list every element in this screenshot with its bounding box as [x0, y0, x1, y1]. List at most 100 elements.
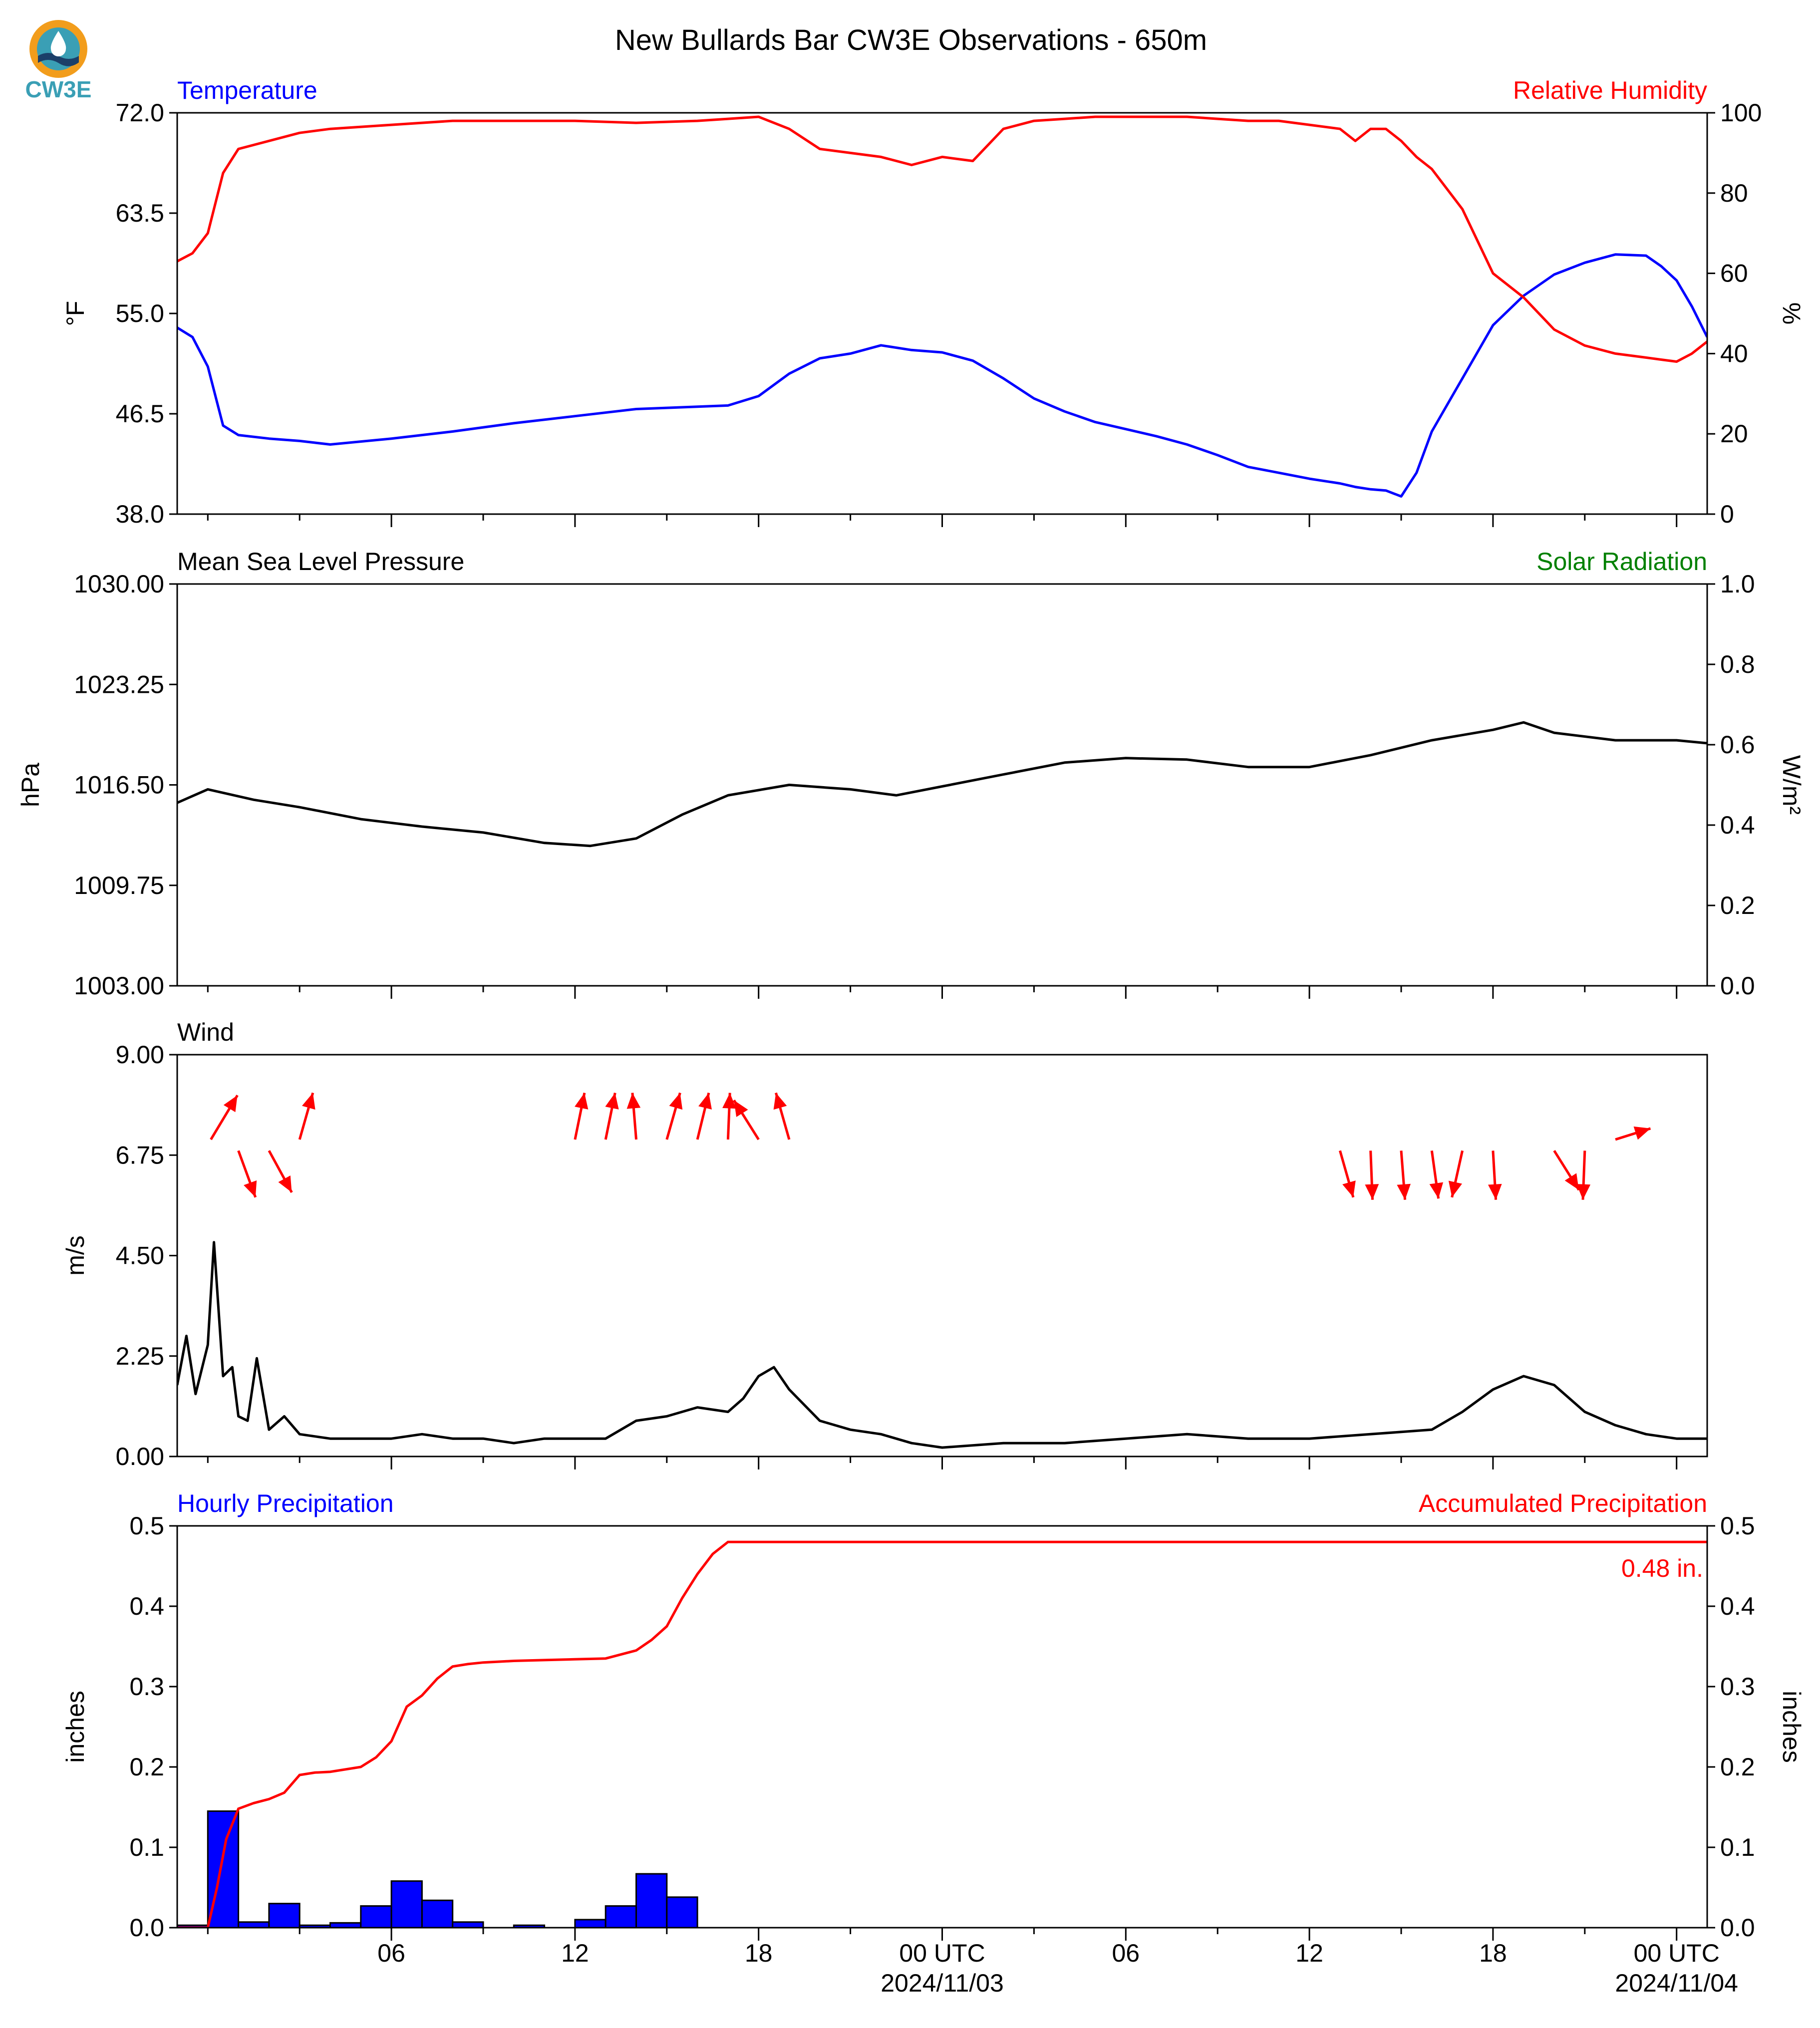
- wind-arrow-head: [722, 1093, 736, 1109]
- logo-label: CW3E: [25, 76, 92, 102]
- y2-tick-label: 0: [1720, 500, 1734, 528]
- y-tick-label: 1030.00: [74, 570, 164, 598]
- panel-data: [177, 721, 1707, 848]
- y-tick-label: 0.1: [129, 1833, 164, 1861]
- logo-wave: [38, 53, 79, 66]
- y2-tick-label: 0.2: [1720, 891, 1755, 919]
- y2-tick-label: 0.2: [1720, 1753, 1755, 1781]
- y-tick-label: 72.0: [116, 99, 164, 127]
- panel-pressure-solar: Mean Sea Level Pressure Solar Radiation 10…: [16, 548, 1806, 1000]
- precip-bar: [238, 1921, 270, 1928]
- wind-arrow-head: [223, 1095, 238, 1113]
- x-tick-label: 00 UTC: [1634, 1939, 1720, 1967]
- panel-frame: [176, 1054, 1708, 1457]
- y-tick-label: 0.2: [129, 1753, 164, 1781]
- panel-frame: [176, 583, 1708, 987]
- y2-tick-label: 0.3: [1720, 1673, 1755, 1701]
- wind-arrow-head: [1488, 1183, 1502, 1200]
- wind-arrow-head: [669, 1093, 683, 1110]
- precip-bar: [360, 1905, 392, 1928]
- y-axis-label: inches: [61, 1691, 89, 1763]
- series-line-wind-speed: [177, 1241, 1707, 1449]
- panel-right-title: Solar Radiation: [1536, 548, 1707, 576]
- x-tick-label: 12: [1295, 1939, 1323, 1967]
- y2-tick-label: 0.4: [1720, 1592, 1755, 1620]
- panel-left-title: Hourly Precipitation: [177, 1489, 394, 1517]
- y2-tick-label: 40: [1720, 339, 1748, 367]
- wind-arrow-head: [1576, 1184, 1591, 1200]
- precip-bar: [268, 1903, 301, 1928]
- series-line-temperature: [177, 253, 1707, 498]
- chart-panels: Temperature Relative Humidity 72.0 63.5 55.0…: [16, 76, 1806, 1997]
- y2-tick-label: 0.4: [1720, 811, 1755, 839]
- panel-left-title: Mean Sea Level Pressure: [177, 548, 464, 576]
- y2-tick-label: 0.1: [1720, 1833, 1755, 1861]
- precip-bar: [666, 1896, 698, 1928]
- wind-arrow-head: [626, 1093, 641, 1109]
- y-tick-label: 0.5: [129, 1512, 164, 1540]
- y2-tick-label: 20: [1720, 420, 1748, 448]
- x-tick-label: 06: [377, 1939, 405, 1967]
- panel-precipitation: Hourly Precipitation Accumulated Precipit…: [61, 1489, 1806, 1942]
- y2-tick-label: 0.0: [1720, 1914, 1755, 1942]
- precip-bar: [390, 1880, 423, 1928]
- wind-arrow-head: [575, 1093, 589, 1110]
- y2-axis-label: %: [1778, 302, 1806, 324]
- y-tick-label: 0.00: [116, 1443, 164, 1470]
- y-tick-label: 46.5: [116, 400, 164, 428]
- y2-tick-label: 100: [1720, 99, 1762, 127]
- x-tick-label: 12: [561, 1939, 589, 1967]
- y-axis-label: m/s: [61, 1235, 89, 1276]
- chart-title: New Bullards Bar CW3E Observations - 650…: [615, 24, 1207, 56]
- wind-arrow-head: [1365, 1184, 1379, 1200]
- precip-bar: [452, 1921, 484, 1928]
- y-tick-label: 0.4: [129, 1592, 164, 1620]
- y-tick-label: 63.5: [116, 199, 164, 227]
- y-tick-label: 1009.75: [74, 871, 164, 899]
- wind-arrow-head: [1564, 1173, 1579, 1190]
- panel-right-title: Relative Humidity: [1513, 76, 1707, 104]
- x-tick-label: 18: [1479, 1939, 1507, 1967]
- x-tick-date-label: 2024/11/04: [1615, 1969, 1738, 1997]
- wind-arrow-head: [773, 1093, 787, 1110]
- accumulated-annotation: 0.48 in.: [1621, 1554, 1703, 1582]
- y-tick-label: 0.3: [129, 1673, 164, 1701]
- y2-axis-label: inches: [1778, 1691, 1806, 1763]
- panel-frame: [176, 112, 1708, 515]
- accumulated-precip-line: [177, 1540, 1707, 1928]
- y2-tick-label: 0.8: [1720, 650, 1755, 678]
- panel-frame: [176, 1525, 1708, 1929]
- y2-tick-label: 0.0: [1720, 972, 1755, 1000]
- wind-arrow-head: [605, 1093, 619, 1110]
- x-tick-date-label: 2024/11/03: [881, 1969, 1004, 1997]
- y2-axis-label: W/m²: [1778, 755, 1806, 815]
- y2-tick-label: 60: [1720, 260, 1748, 288]
- panel-temperature-humidity: Temperature Relative Humidity 72.0 63.5 55.0…: [61, 76, 1806, 528]
- y-tick-label: 9.00: [116, 1041, 164, 1069]
- wind-arrow-head: [302, 1093, 315, 1110]
- wind-arrow-head: [1448, 1180, 1462, 1197]
- wind-arrow-head: [1429, 1182, 1444, 1199]
- x-tick-label: 00 UTC: [899, 1939, 985, 1967]
- y-tick-label: 6.75: [116, 1141, 164, 1169]
- y2-tick-label: 80: [1720, 179, 1748, 207]
- panel-left-title: Temperature: [177, 76, 317, 104]
- y-tick-label: 2.25: [116, 1342, 164, 1370]
- y-tick-label: 1023.25: [74, 670, 164, 698]
- wind-arrow-head: [734, 1100, 748, 1117]
- panel-left-title: Wind: [177, 1018, 234, 1046]
- y-tick-label: 55.0: [116, 299, 164, 327]
- precip-bar: [421, 1899, 454, 1928]
- x-tick-label: 06: [1112, 1939, 1140, 1967]
- y-tick-label: 1003.00: [74, 972, 164, 1000]
- panel-data: [177, 115, 1707, 498]
- logo-drop-icon: [50, 31, 66, 56]
- precip-bar: [605, 1905, 637, 1928]
- series-line-relative-humidity: [177, 115, 1707, 363]
- y-tick-label: 0.0: [129, 1914, 164, 1942]
- precip-bar: [574, 1919, 607, 1928]
- y-tick-label: 1016.50: [74, 771, 164, 799]
- y-tick-label: 38.0: [116, 500, 164, 528]
- wind-arrow-head: [278, 1175, 292, 1192]
